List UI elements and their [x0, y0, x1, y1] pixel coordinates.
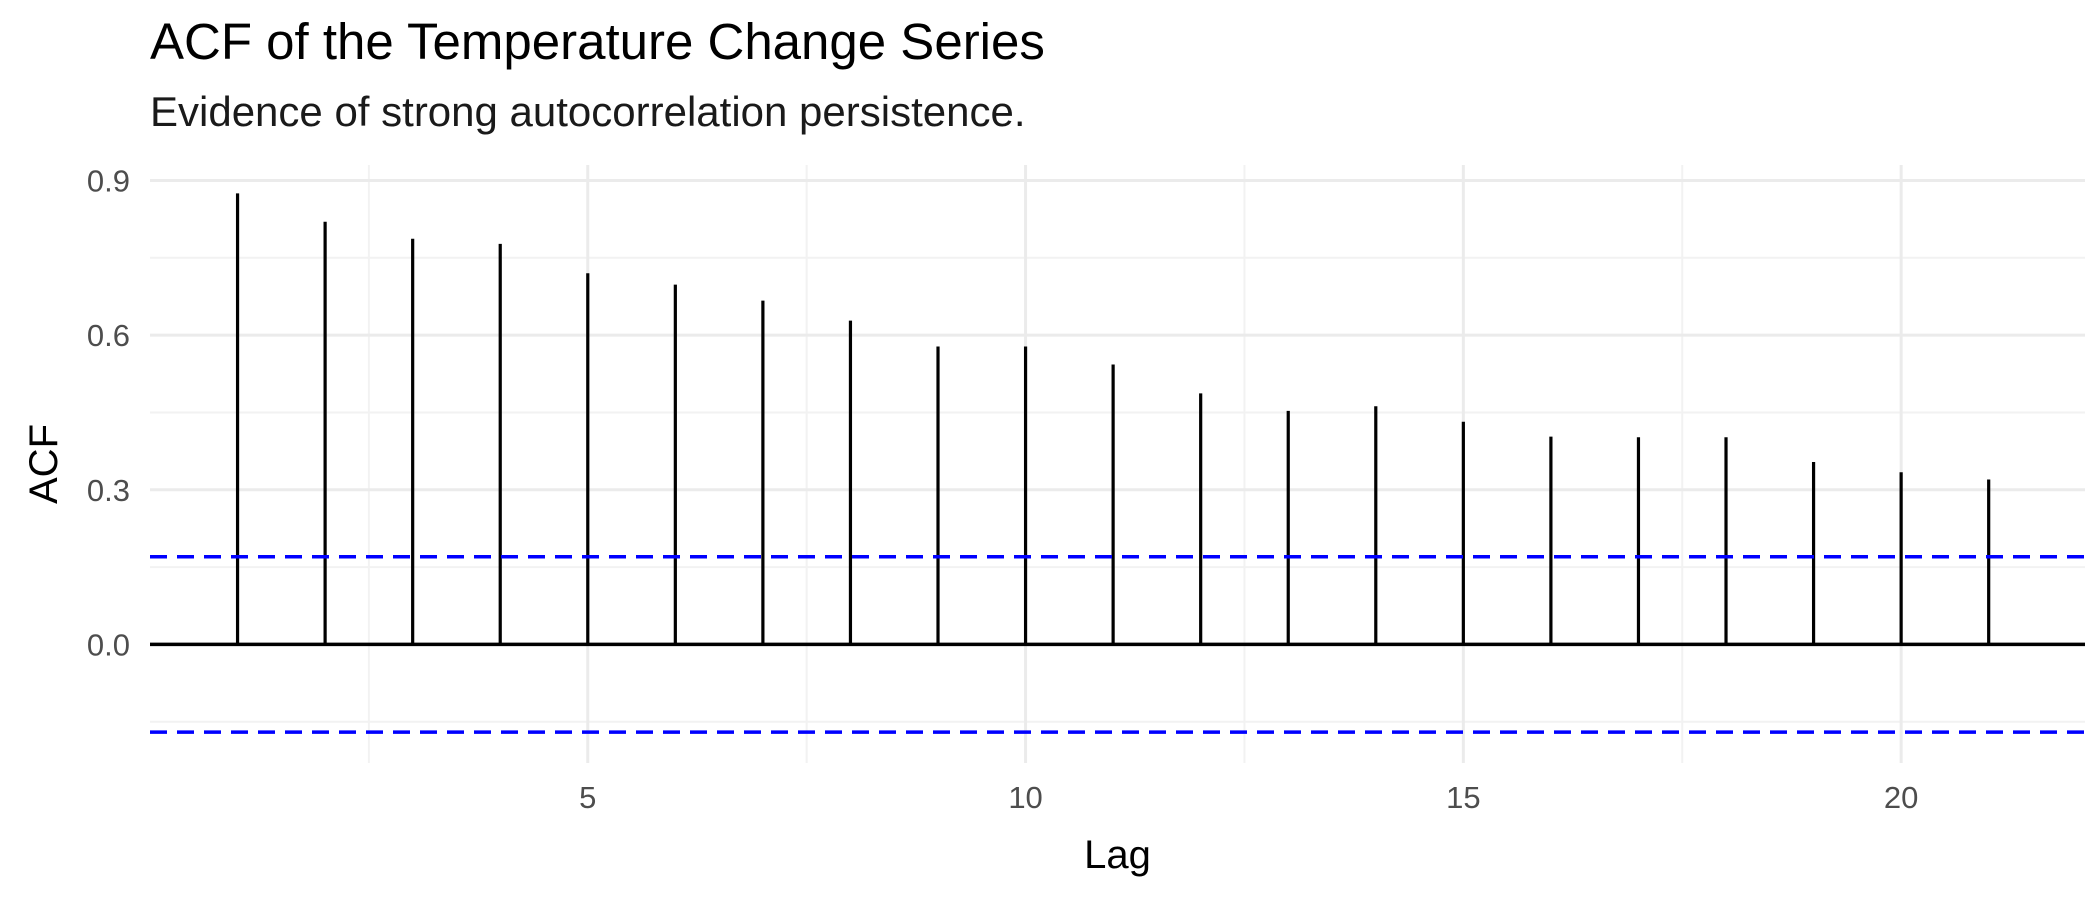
x-tick-label: 5 — [579, 780, 596, 815]
y-axis-title: ACF — [22, 424, 66, 504]
y-tick-label: 0.0 — [87, 627, 130, 662]
y-axis-ticks: 0.0 0.3 0.6 0.9 — [87, 163, 130, 662]
y-tick-label: 0.6 — [87, 318, 130, 353]
y-tick-label: 0.3 — [87, 473, 130, 508]
acf-bars — [235, 193, 1991, 645]
y-tick-label: 0.9 — [87, 163, 130, 198]
x-axis-title: Lag — [1084, 833, 1151, 877]
x-axis-ticks: 5 10 15 20 — [579, 780, 1918, 815]
x-tick-label: 15 — [1446, 780, 1480, 815]
chart-title: ACF of the Temperature Change Series — [150, 13, 1045, 70]
x-tick-label: 10 — [1008, 780, 1042, 815]
chart-subtitle: Evidence of strong autocorrelation persi… — [150, 88, 1026, 135]
x-tick-label: 20 — [1884, 780, 1918, 815]
grid — [150, 165, 2085, 763]
